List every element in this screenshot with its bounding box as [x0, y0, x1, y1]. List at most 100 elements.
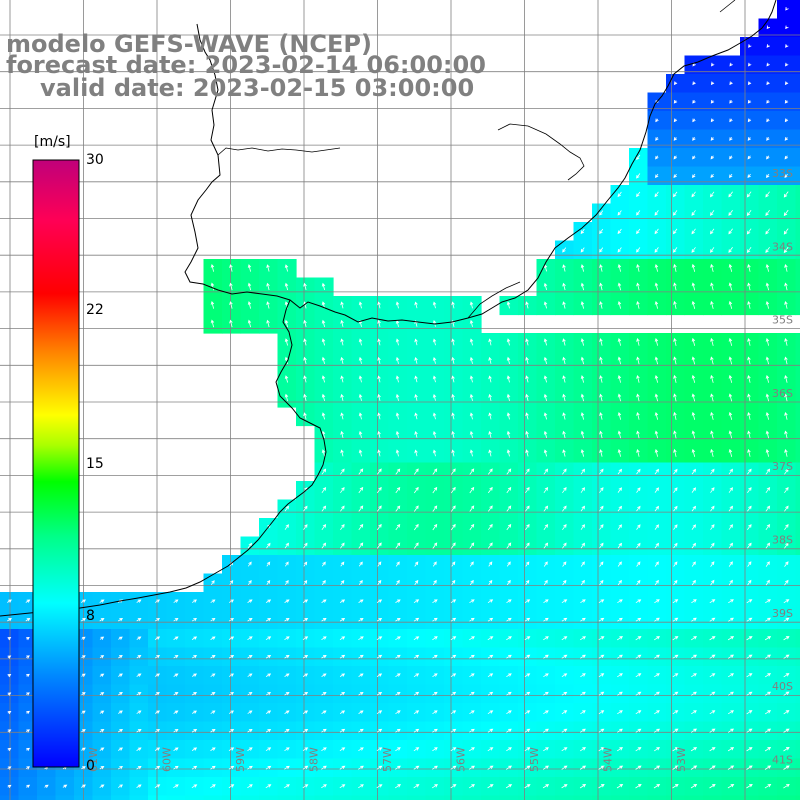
wind-speed-cell [92, 610, 112, 630]
wind-arrow [303, 319, 307, 328]
wind-arrow [673, 505, 678, 512]
wind-arrow [580, 393, 585, 402]
wind-arrow [506, 636, 512, 641]
wind-speed-cell [629, 148, 649, 168]
wind-arrow [784, 468, 789, 475]
wind-speed-cell [518, 684, 538, 704]
wind-arrow [173, 636, 179, 640]
wind-speed-cell [703, 740, 723, 760]
wind-arrow [598, 636, 605, 641]
wind-arrow [487, 542, 493, 549]
wind-arrow [229, 301, 233, 309]
wind-arrow [376, 673, 383, 677]
wind-arrow [599, 412, 603, 420]
wind-speed-cell [592, 518, 612, 538]
wind-speed-cell [407, 758, 427, 778]
wind-arrow [340, 561, 345, 567]
wind-speed-cell [740, 222, 760, 242]
wind-speed-cell [259, 684, 279, 704]
wind-arrow [395, 375, 400, 383]
wind-arrow [395, 468, 401, 475]
wind-speed-cell [129, 703, 149, 723]
wind-arrow [691, 561, 696, 567]
wind-speed-cell [444, 740, 464, 760]
wind-arrow [339, 617, 346, 622]
wind-speed-cell [277, 777, 297, 797]
wind-speed-cell [684, 629, 704, 649]
wind-speed-cell [666, 573, 686, 593]
wind-speed-cell [388, 518, 408, 538]
wind-arrow [395, 393, 400, 401]
wind-speed-cell [777, 536, 797, 556]
wind-speed-cell [240, 795, 260, 800]
wind-speed-cell [795, 758, 800, 778]
wind-speed-cell [740, 536, 760, 556]
wind-arrow [709, 765, 716, 770]
wind-arrow [654, 263, 659, 272]
colorbar-tick: 30 [86, 152, 104, 168]
wind-speed-cell [222, 740, 242, 760]
wind-arrow [580, 375, 585, 383]
wind-arrow [673, 118, 678, 123]
wind-speed-cell [740, 185, 760, 205]
wind-arrow [377, 319, 381, 327]
wind-arrow [746, 246, 752, 253]
wind-arrow [506, 542, 512, 549]
wind-arrow [599, 468, 604, 475]
wind-arrow [764, 728, 772, 733]
wind-arrow [729, 137, 733, 141]
wind-arrow [746, 784, 753, 789]
wind-arrow [395, 691, 401, 696]
wind-arrow [265, 784, 272, 789]
wind-arrow [358, 691, 364, 696]
wind-speed-cell [499, 573, 519, 593]
wind-arrow [488, 393, 492, 401]
wind-arrow [598, 617, 605, 622]
wind-speed-cell [740, 555, 760, 575]
wind-speed-cell [795, 55, 800, 75]
wind-speed-cell [499, 758, 519, 778]
wind-speed-cell [499, 499, 519, 519]
wind-arrow [358, 375, 363, 383]
wind-speed-cell [129, 592, 149, 612]
wind-speed-cell [259, 610, 279, 630]
wind-arrow [376, 542, 382, 549]
wind-speed-cell [425, 555, 445, 575]
wind-speed-cell [740, 592, 760, 612]
wind-speed-cell [666, 203, 686, 223]
wind-arrow [395, 542, 401, 549]
wind-speed-cell [222, 573, 242, 593]
wind-speed-cell [148, 740, 168, 760]
wind-arrow [598, 691, 605, 696]
wind-speed-cell [388, 647, 408, 667]
wind-arrow [469, 486, 475, 494]
wind-speed-cell [703, 795, 723, 800]
wind-arrow [395, 579, 400, 586]
wind-arrow [7, 766, 12, 770]
wind-speed-cell [795, 740, 800, 760]
wind-speed-cell [222, 592, 242, 612]
wind-arrow [210, 617, 216, 622]
wind-speed-cell [166, 721, 186, 741]
wind-speed-cell [795, 92, 800, 112]
wind-arrow [636, 282, 640, 291]
wind-speed-cell [647, 703, 667, 723]
wind-arrow [358, 617, 364, 622]
wind-arrow [432, 728, 438, 733]
wind-arrow [690, 747, 698, 752]
wind-arrow [506, 579, 511, 586]
wind-arrow [358, 505, 364, 512]
wind-speed-cell [721, 555, 741, 575]
wind-arrow [432, 301, 437, 309]
wind-speed-cell [92, 592, 112, 612]
wind-speed-cell [795, 721, 800, 741]
wind-arrow [561, 636, 568, 641]
wind-arrow [395, 449, 400, 457]
wind-speed-cell [721, 740, 741, 760]
wind-arrow [99, 747, 105, 751]
wind-speed-cell [573, 703, 593, 723]
wind-speed-cell [166, 777, 186, 797]
wind-speed-cell [740, 666, 760, 686]
wind-speed-cell [703, 185, 723, 205]
wind-arrow [506, 505, 512, 512]
